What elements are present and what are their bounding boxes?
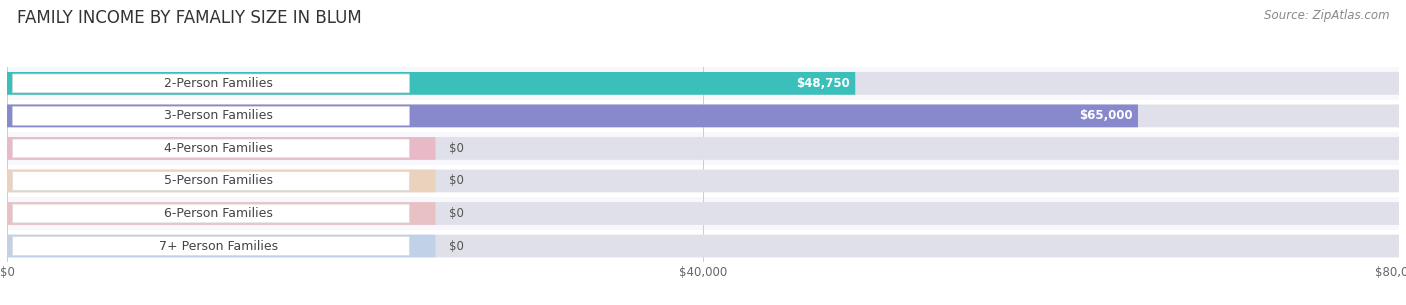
FancyBboxPatch shape <box>7 105 1399 127</box>
FancyBboxPatch shape <box>7 137 436 160</box>
Text: 6-Person Families: 6-Person Families <box>165 207 273 220</box>
Bar <box>7 132 1399 165</box>
Text: 3-Person Families: 3-Person Families <box>165 109 273 122</box>
FancyBboxPatch shape <box>7 105 1137 127</box>
Text: $0: $0 <box>450 207 464 220</box>
FancyBboxPatch shape <box>13 106 409 125</box>
Bar <box>7 67 1399 100</box>
FancyBboxPatch shape <box>13 204 409 223</box>
Text: Source: ZipAtlas.com: Source: ZipAtlas.com <box>1264 9 1389 22</box>
FancyBboxPatch shape <box>13 237 409 255</box>
Text: 5-Person Families: 5-Person Families <box>165 174 273 188</box>
FancyBboxPatch shape <box>7 72 1399 95</box>
Bar <box>7 165 1399 197</box>
FancyBboxPatch shape <box>7 235 436 257</box>
Bar <box>7 230 1399 262</box>
Text: 7+ Person Families: 7+ Person Families <box>159 239 278 253</box>
FancyBboxPatch shape <box>7 235 1399 257</box>
Text: $0: $0 <box>450 142 464 155</box>
Text: 2-Person Families: 2-Person Families <box>165 77 273 90</box>
Bar <box>7 100 1399 132</box>
FancyBboxPatch shape <box>7 137 1399 160</box>
Text: FAMILY INCOME BY FAMALIY SIZE IN BLUM: FAMILY INCOME BY FAMALIY SIZE IN BLUM <box>17 9 361 27</box>
FancyBboxPatch shape <box>13 172 409 190</box>
FancyBboxPatch shape <box>7 72 855 95</box>
Bar <box>7 197 1399 230</box>
Text: $0: $0 <box>450 174 464 188</box>
FancyBboxPatch shape <box>7 170 1399 192</box>
FancyBboxPatch shape <box>7 202 1399 225</box>
FancyBboxPatch shape <box>7 202 436 225</box>
Text: $48,750: $48,750 <box>796 77 849 90</box>
FancyBboxPatch shape <box>13 139 409 158</box>
Text: 4-Person Families: 4-Person Families <box>165 142 273 155</box>
FancyBboxPatch shape <box>7 170 436 192</box>
Text: $0: $0 <box>450 239 464 253</box>
FancyBboxPatch shape <box>13 74 409 93</box>
Text: $65,000: $65,000 <box>1078 109 1132 122</box>
